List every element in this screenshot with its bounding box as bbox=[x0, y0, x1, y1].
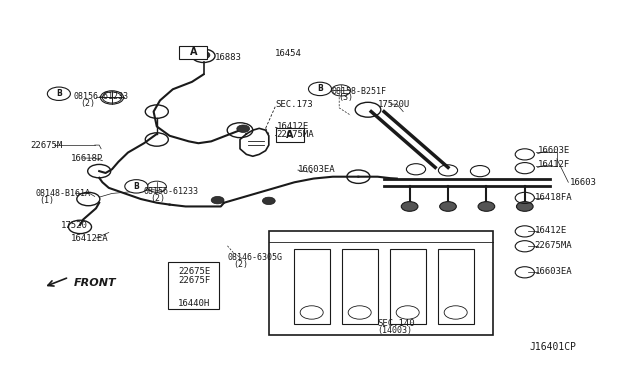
Circle shape bbox=[47, 87, 70, 100]
Text: (1): (1) bbox=[40, 196, 54, 205]
Text: 16618P: 16618P bbox=[70, 154, 102, 163]
Text: J16401CP: J16401CP bbox=[529, 341, 576, 352]
Text: (2): (2) bbox=[80, 99, 95, 108]
Text: 16603EA: 16603EA bbox=[298, 165, 335, 174]
Text: 08156-61233: 08156-61233 bbox=[144, 187, 199, 196]
Bar bbox=[168, 262, 219, 309]
Text: 16412EA: 16412EA bbox=[70, 234, 108, 243]
Circle shape bbox=[478, 202, 495, 211]
Text: 08156-61233: 08156-61233 bbox=[74, 92, 129, 101]
Circle shape bbox=[308, 82, 332, 96]
Text: SEC.140: SEC.140 bbox=[378, 319, 415, 328]
Circle shape bbox=[197, 51, 210, 59]
Text: 22675MA: 22675MA bbox=[534, 241, 572, 250]
Text: 16412E: 16412E bbox=[534, 226, 566, 235]
Text: (2): (2) bbox=[234, 260, 248, 269]
Text: 17520U: 17520U bbox=[378, 100, 410, 109]
FancyBboxPatch shape bbox=[276, 128, 304, 142]
Text: 17520: 17520 bbox=[61, 221, 88, 230]
Text: 08158-B251F: 08158-B251F bbox=[332, 87, 387, 96]
Text: A: A bbox=[286, 130, 294, 140]
Text: B: B bbox=[56, 89, 61, 98]
Text: 22675F: 22675F bbox=[178, 276, 210, 285]
Circle shape bbox=[125, 180, 148, 193]
Text: SEC.173: SEC.173 bbox=[275, 100, 313, 109]
Text: 08148-B161A: 08148-B161A bbox=[35, 189, 90, 198]
Circle shape bbox=[262, 197, 275, 205]
FancyBboxPatch shape bbox=[179, 45, 207, 59]
Circle shape bbox=[211, 196, 224, 204]
Text: 22675M: 22675M bbox=[31, 141, 63, 150]
Text: A: A bbox=[189, 47, 197, 57]
Text: 16454: 16454 bbox=[275, 49, 302, 58]
Text: 16603EA: 16603EA bbox=[534, 267, 572, 276]
Text: 16883: 16883 bbox=[214, 53, 241, 62]
Circle shape bbox=[401, 202, 418, 211]
Text: 16412F: 16412F bbox=[538, 160, 570, 169]
Text: 16603E: 16603E bbox=[538, 146, 570, 155]
Circle shape bbox=[237, 125, 250, 132]
Text: 16418FA: 16418FA bbox=[534, 193, 572, 202]
Bar bbox=[438, 249, 474, 324]
Text: (3): (3) bbox=[338, 93, 353, 102]
Text: 16603: 16603 bbox=[570, 178, 596, 187]
Text: 16412E: 16412E bbox=[276, 122, 308, 131]
Bar bbox=[342, 249, 378, 324]
Bar bbox=[390, 249, 426, 324]
Circle shape bbox=[440, 202, 456, 211]
Text: 22675MA: 22675MA bbox=[276, 130, 314, 139]
Text: FRONT: FRONT bbox=[74, 278, 116, 288]
Text: B: B bbox=[134, 182, 139, 191]
Bar bbox=[269, 231, 493, 335]
Text: 08146-6305G: 08146-6305G bbox=[227, 253, 282, 262]
Text: B: B bbox=[317, 84, 323, 93]
Text: 16440H: 16440H bbox=[178, 299, 210, 308]
Circle shape bbox=[516, 202, 533, 211]
Text: 22675E: 22675E bbox=[178, 267, 210, 276]
Text: (14003): (14003) bbox=[378, 326, 413, 335]
Text: (2): (2) bbox=[150, 194, 165, 203]
Bar bbox=[294, 249, 330, 324]
